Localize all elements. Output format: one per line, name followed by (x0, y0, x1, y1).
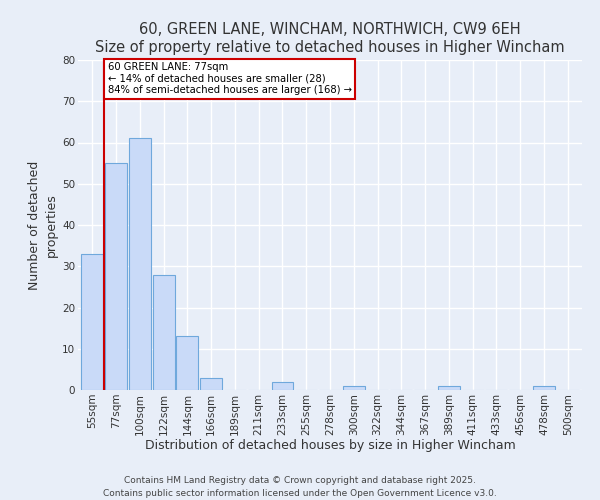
Text: Contains HM Land Registry data © Crown copyright and database right 2025.
Contai: Contains HM Land Registry data © Crown c… (103, 476, 497, 498)
Bar (129, 138, 151, 390)
Bar (82, 254, 103, 390)
Bar (152, 274, 175, 390)
Text: 60 GREEN LANE: 77sqm
← 14% of detached houses are smaller (28)
84% of semi-detac: 60 GREEN LANE: 77sqm ← 14% of detached h… (108, 62, 352, 96)
Bar (533, 386, 555, 390)
Title: 60, GREEN LANE, WINCHAM, NORTHWICH, CW9 6EH
Size of property relative to detache: 60, GREEN LANE, WINCHAM, NORTHWICH, CW9 … (95, 22, 565, 54)
Bar (343, 386, 365, 390)
Bar (200, 378, 222, 390)
X-axis label: Distribution of detached houses by size in Higher Wincham: Distribution of detached houses by size … (145, 439, 515, 452)
Bar (176, 336, 198, 390)
Y-axis label: Number of detached
properties: Number of detached properties (28, 160, 58, 290)
Bar (272, 382, 293, 390)
Bar (105, 163, 127, 390)
Bar (438, 386, 460, 390)
